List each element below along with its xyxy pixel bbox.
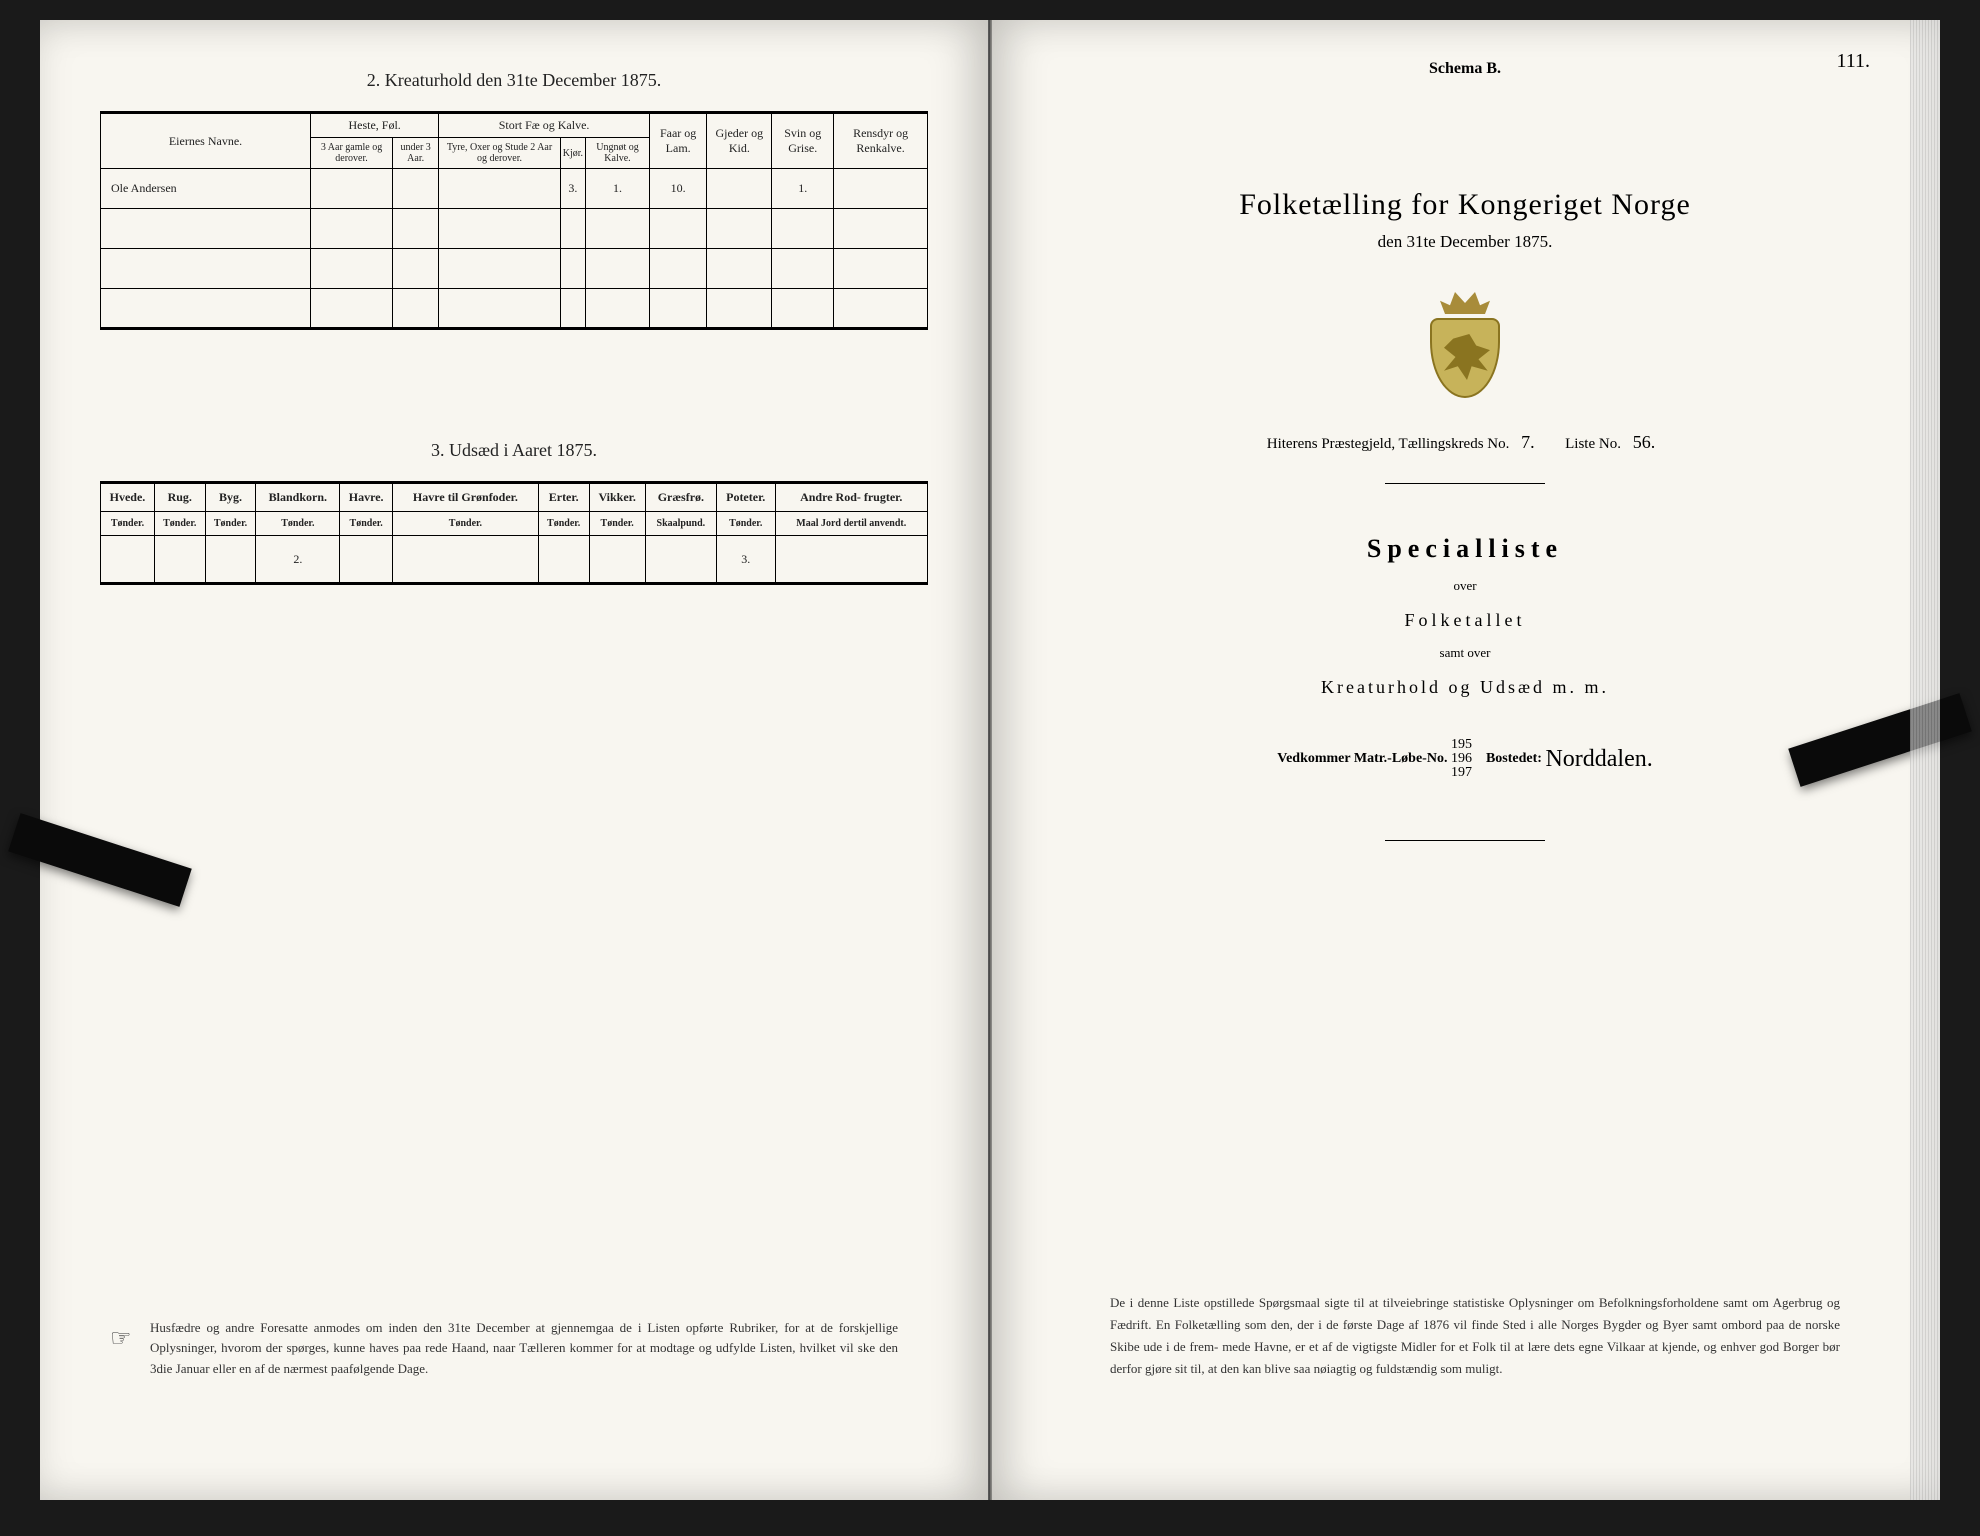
h-havregr: Havre til Grønfoder. [393,483,539,512]
left-footnote: ☞ Husfædre og andre Foresatte anmodes om… [150,1318,898,1380]
section2-title: 2. Kreaturhold den 31te December 1875. [100,70,928,91]
row1-ung: 1. [586,169,650,209]
row1-name: Ole Andersen [101,169,311,209]
divider [1385,483,1545,484]
census-title: Folketælling for Kongeriget Norge [1050,188,1880,222]
grp-stort: Stort Fæ og Kalve. [439,113,650,138]
liste-number: 56. [1625,432,1664,452]
sub-tyre: Tyre, Oxer og Stude 2 Aar og derover. [439,138,561,169]
schema-label: Schema B. [1050,60,1880,78]
sub-hunder3: under 3 Aar. [393,138,439,169]
page-edges [1910,20,1940,1500]
lion-icon [1444,334,1490,380]
v-pot: 3. [716,536,775,584]
h-andre: Andre Rod- frugter. [775,483,928,512]
matr-numbers: 195 196 197 [1451,738,1472,780]
coat-of-arms-icon [1420,292,1510,402]
h-hvede: Hvede. [101,483,155,512]
grp-heste: Heste, Føl. [311,113,439,138]
sub-ungnot: Ungnøt og Kalve. [586,138,650,169]
h-byg: Byg. [205,483,256,512]
row1-svin: 1. [772,169,834,209]
h-havre: Havre. [340,483,393,512]
grp-ren: Rensdyr og Renkalve. [834,113,928,169]
col-eier: Eiernes Navne. [101,113,311,169]
spec-folket: Folketallet [1050,610,1880,631]
shield-icon [1430,318,1500,398]
bosted-value: Norddalen. [1545,746,1652,773]
section3-title: 3. Udsæd i Aaret 1875. [100,440,928,461]
specialliste-title: Specialliste [1050,534,1880,564]
page-left: 2. Kreaturhold den 31te December 1875. E… [40,20,990,1500]
row1-kjor: 3. [560,169,585,209]
h-bland: Blandkorn. [256,483,340,512]
spec-samt: samt over [1050,645,1880,661]
table-row: Ole Andersen 3. 1. 10. 1. [101,169,928,209]
row1-faar: 10. [649,169,706,209]
sub-kjor: Kjør. [560,138,585,169]
sub-h3aar: 3 Aar gamle og derover. [311,138,393,169]
kreds-number: 7. [1513,432,1543,452]
spec-kreat: Kreaturhold og Udsæd m. m. [1050,677,1880,698]
census-subtitle: den 31te December 1875. [1050,232,1880,252]
book-clip-right [1788,693,1972,787]
book-spine [988,20,992,1500]
page-number: 111. [1836,50,1870,73]
h-pot: Poteter. [716,483,775,512]
right-footnote: De i denne Liste opstillede Spørgsmaal s… [1110,1292,1840,1380]
spec-over: over [1050,578,1880,594]
vedkommer-line: Vedkommer Matr.-Løbe-No. 195 196 197 Bos… [1050,738,1880,780]
table-row: 2. 3. [101,536,928,584]
grp-svin: Svin og Grise. [772,113,834,169]
divider [1385,840,1545,841]
table-udsaed: Hvede. Rug. Byg. Blandkorn. Havre. Havre… [100,481,928,585]
pointing-hand-icon: ☞ [110,1320,132,1358]
grp-gjed: Gjeder og Kid. [707,113,772,169]
h-vikker: Vikker. [589,483,645,512]
h-graes: Græsfrø. [645,483,716,512]
page-right: Schema B. 111. Folketælling for Kongerig… [990,20,1940,1500]
book-clip-left [8,813,192,907]
crown-icon [1440,292,1490,314]
table-kreaturhold: Eiernes Navne. Heste, Føl. Stort Fæ og K… [100,111,928,330]
book-spread: 2. Kreaturhold den 31te December 1875. E… [40,20,1940,1500]
v-bland: 2. [256,536,340,584]
h-rug: Rug. [154,483,205,512]
grp-faar: Faar og Lam. [649,113,706,169]
h-erter: Erter. [538,483,589,512]
meta-line: Hiterens Præstegjeld, Tællingskreds No. … [1050,432,1880,453]
